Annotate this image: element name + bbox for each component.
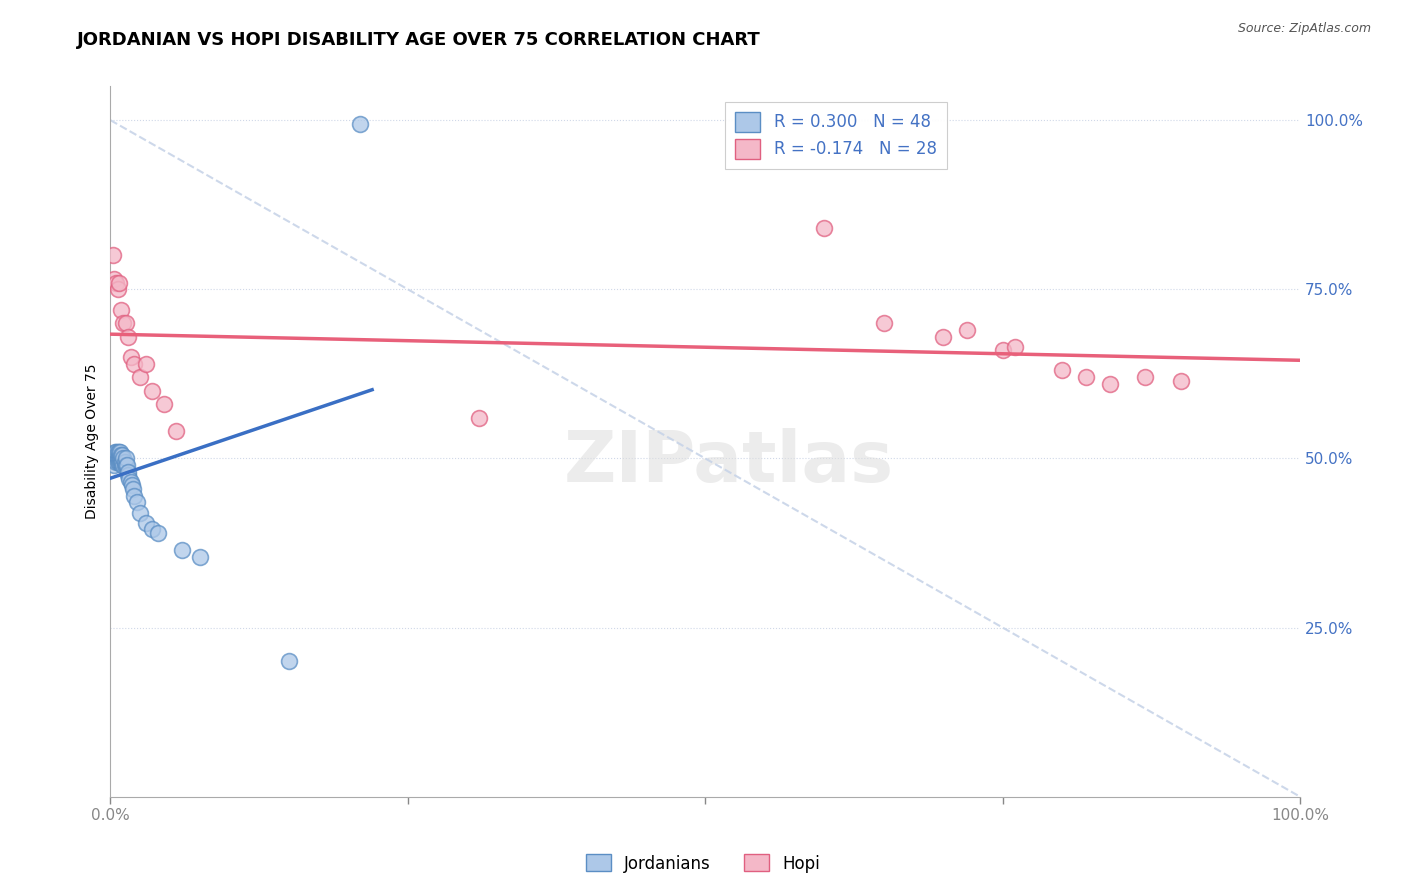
Point [1135,370,1157,384]
Point [117,465,139,479]
Point [165,425,187,439]
Point [112,451,135,466]
Point [111,455,134,469]
Point [107,444,129,458]
Point [153,397,176,411]
Point [141,384,163,398]
Point [932,329,955,343]
Point [146,525,169,540]
Point [114,455,136,469]
Point [108,455,131,469]
Point [107,451,129,466]
Point [107,276,129,290]
Point [115,458,138,473]
Point [105,455,128,469]
Point [111,448,134,462]
Point [108,448,131,462]
Point [118,472,141,486]
Point [115,316,138,330]
Point [122,489,145,503]
Text: Source: ZipAtlas.com: Source: ZipAtlas.com [1237,22,1371,36]
Point [104,444,127,458]
Point [110,451,132,466]
Point [129,370,152,384]
Legend: Jordanians, Hopi: Jordanians, Hopi [579,847,827,880]
Point [107,451,129,466]
Point [117,329,139,343]
Point [1074,370,1097,384]
Point [813,221,835,235]
Point [1170,374,1192,388]
Point [110,448,132,462]
Point [114,458,136,473]
Point [120,475,142,489]
Point [121,478,143,492]
Point [112,316,135,330]
Point [135,516,157,530]
Point [991,343,1014,358]
Point [101,248,124,262]
Point [170,542,193,557]
Point [105,448,128,462]
Y-axis label: Disability Age Over 75: Disability Age Over 75 [86,364,100,519]
Point [122,357,145,371]
Point [107,282,129,296]
Point [104,448,127,462]
Point [101,451,124,466]
Point [115,451,138,466]
Point [349,117,371,131]
Point [107,455,129,469]
Point [125,495,148,509]
Point [110,455,132,469]
Point [120,350,142,364]
Point [1098,377,1121,392]
Point [1004,340,1026,354]
Point [141,523,163,537]
Point [468,410,491,425]
Point [103,458,125,473]
Point [100,448,122,462]
Point [108,451,131,466]
Point [107,455,129,469]
Point [872,316,894,330]
Point [107,448,129,462]
Point [105,276,128,290]
Point [112,458,135,473]
Legend: R = 0.300   N = 48, R = -0.174   N = 28: R = 0.300 N = 48, R = -0.174 N = 28 [725,102,946,169]
Point [135,357,157,371]
Point [117,468,139,483]
Point [105,444,128,458]
Point [108,444,131,458]
Point [956,323,979,337]
Point [103,272,125,286]
Text: ZIPatlas: ZIPatlas [564,428,894,498]
Point [115,458,138,473]
Point [188,549,211,564]
Point [107,444,129,458]
Point [111,458,134,473]
Point [110,302,132,317]
Point [122,482,145,496]
Point [129,506,152,520]
Text: JORDANIAN VS HOPI DISABILITY AGE OVER 75 CORRELATION CHART: JORDANIAN VS HOPI DISABILITY AGE OVER 75… [77,31,761,49]
Point [1050,363,1073,377]
Point [277,654,299,668]
